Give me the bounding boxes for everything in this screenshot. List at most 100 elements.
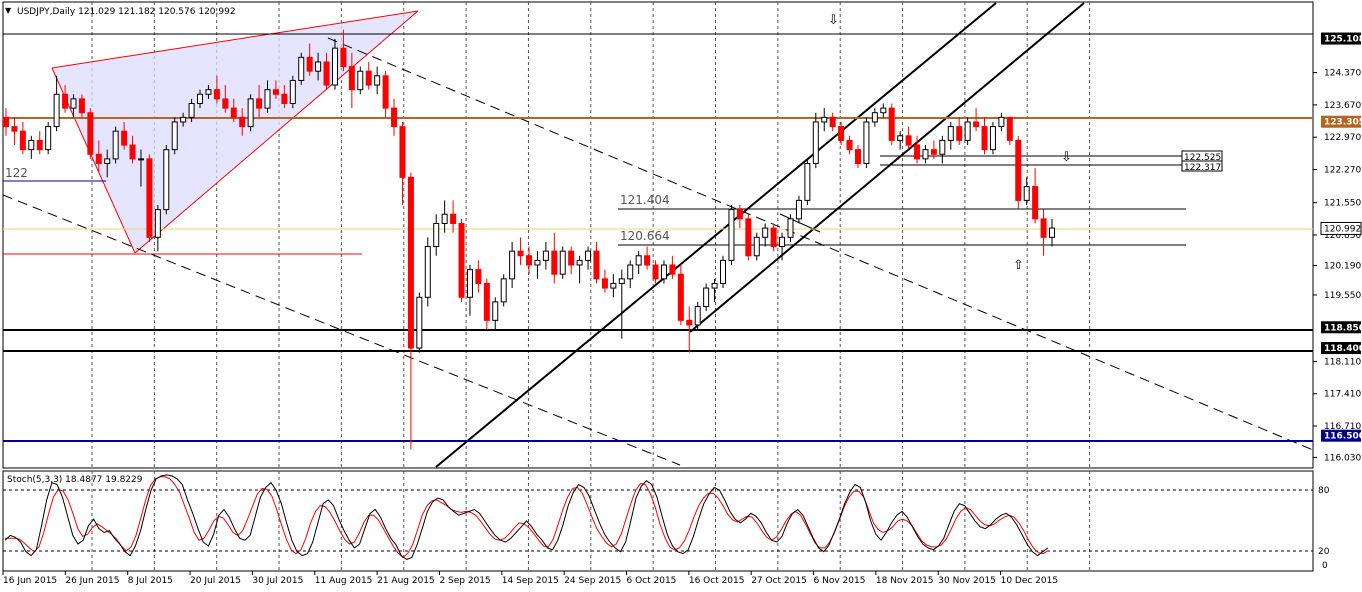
candle-body — [121, 130, 128, 146]
candle-body — [652, 264, 659, 280]
candle-body — [618, 278, 625, 284]
candle-body — [180, 116, 187, 123]
candle-body — [914, 144, 921, 160]
candle-body — [1040, 218, 1047, 238]
candle-body — [804, 162, 811, 201]
level-label-box — [1321, 429, 1361, 442]
candle-body — [188, 103, 195, 118]
candle-body — [458, 222, 465, 298]
collapse-arrow-icon[interactable]: ▼ — [5, 6, 12, 15]
candle-body — [762, 227, 769, 238]
stochastic-panel: Stoch(5,3,3) 18.4877 19.8229 80 20 0 — [2, 470, 1330, 572]
candle-body — [669, 264, 676, 275]
candle-body — [104, 158, 111, 164]
candle-body — [585, 250, 592, 261]
candle-body — [644, 255, 651, 266]
candle-body — [821, 116, 828, 123]
x-tick-label: 11 Aug 2015 — [315, 576, 373, 586]
candle-body — [846, 139, 853, 151]
level-label-box — [1321, 115, 1361, 128]
candle-body — [838, 126, 845, 141]
candle-body — [509, 250, 516, 280]
candle-body — [745, 218, 752, 257]
candle-body — [576, 259, 583, 266]
candle-body — [154, 209, 161, 238]
candle-body — [264, 89, 271, 109]
candle-body — [694, 306, 701, 326]
candle-body — [686, 319, 693, 326]
y-tick-label: 119.550 — [1324, 291, 1361, 301]
candle-body — [357, 70, 364, 91]
candle-body — [753, 236, 760, 257]
candle-body — [36, 139, 43, 151]
candle-body — [11, 126, 18, 132]
candle-body — [601, 278, 608, 289]
y-tick-label: 116.710 — [1324, 422, 1361, 432]
candle-body — [281, 93, 288, 105]
candle-body — [171, 121, 178, 151]
y-tick-label: 116.030 — [1324, 453, 1361, 463]
y-tick-label: 122.970 — [1324, 133, 1361, 143]
candle-body — [787, 218, 794, 238]
candle-body — [720, 259, 727, 284]
up-arrow-icon: ⇧ — [1013, 258, 1024, 273]
annotation-121404: 121.404 — [620, 193, 670, 207]
candle-body — [3, 116, 9, 128]
level-label: 116.500 — [1324, 432, 1362, 442]
stoch-vertical-grid — [91, 471, 1091, 571]
candle-body — [677, 273, 684, 321]
candle-body — [53, 93, 60, 128]
price-axis: 124.370 123.670 122.970 122.270 121.550 120.8… — [1313, 32, 1362, 463]
candle-body — [399, 126, 406, 178]
candle-body — [880, 107, 887, 114]
candle-body — [905, 135, 912, 146]
candle-body — [1032, 186, 1039, 220]
y-tick-label: 120.850 — [1324, 231, 1361, 241]
candle-body — [795, 199, 802, 220]
channel-upper-line — [435, 2, 997, 468]
y-tick-label: 121.550 — [1324, 199, 1361, 209]
candle-body — [205, 89, 212, 95]
candle-body — [197, 93, 204, 105]
candlestick-series — [3, 29, 1055, 450]
dashed-trendline-upper — [327, 37, 1314, 451]
candle-body — [323, 61, 330, 86]
candle-body — [492, 301, 499, 321]
candle-body — [87, 112, 94, 155]
candle-body — [374, 75, 381, 86]
candle-body — [433, 222, 440, 248]
candle-body — [137, 158, 144, 161]
x-tick-label: 6 Nov 2015 — [814, 576, 866, 586]
y-tick-label: 117.410 — [1324, 390, 1361, 400]
candle-body — [256, 98, 263, 109]
candle-body — [854, 149, 861, 164]
candle-body — [534, 259, 541, 266]
stoch-tick-0: 0 — [1322, 561, 1328, 571]
candle-body — [568, 250, 575, 266]
symbol-header: USDJPY,Daily 121.029 121.182 120.576 120… — [17, 7, 236, 17]
candle-body — [812, 121, 819, 164]
candle-body — [289, 79, 296, 105]
candle-body — [635, 255, 642, 266]
candle-body — [922, 149, 929, 160]
candle-body — [1023, 186, 1030, 201]
candle-body — [1006, 116, 1013, 141]
candle-body — [728, 209, 735, 261]
candle-body — [272, 89, 279, 95]
candle-body — [70, 98, 77, 109]
candle-body — [62, 93, 69, 109]
candle-body — [331, 47, 338, 86]
candle-body — [703, 287, 710, 308]
candle-body — [129, 144, 136, 160]
stoch-signal-line — [5, 476, 1049, 559]
candle-body — [1015, 139, 1022, 201]
candle-body — [365, 70, 372, 86]
candle-body — [315, 61, 322, 72]
candle-body — [610, 282, 617, 289]
y-tick-label: 122.270 — [1324, 165, 1361, 175]
candle-body — [736, 209, 743, 220]
x-tick-label: 18 Nov 2015 — [876, 576, 934, 586]
candle-body — [213, 89, 220, 100]
stoch-tick-80: 80 — [1318, 486, 1330, 496]
